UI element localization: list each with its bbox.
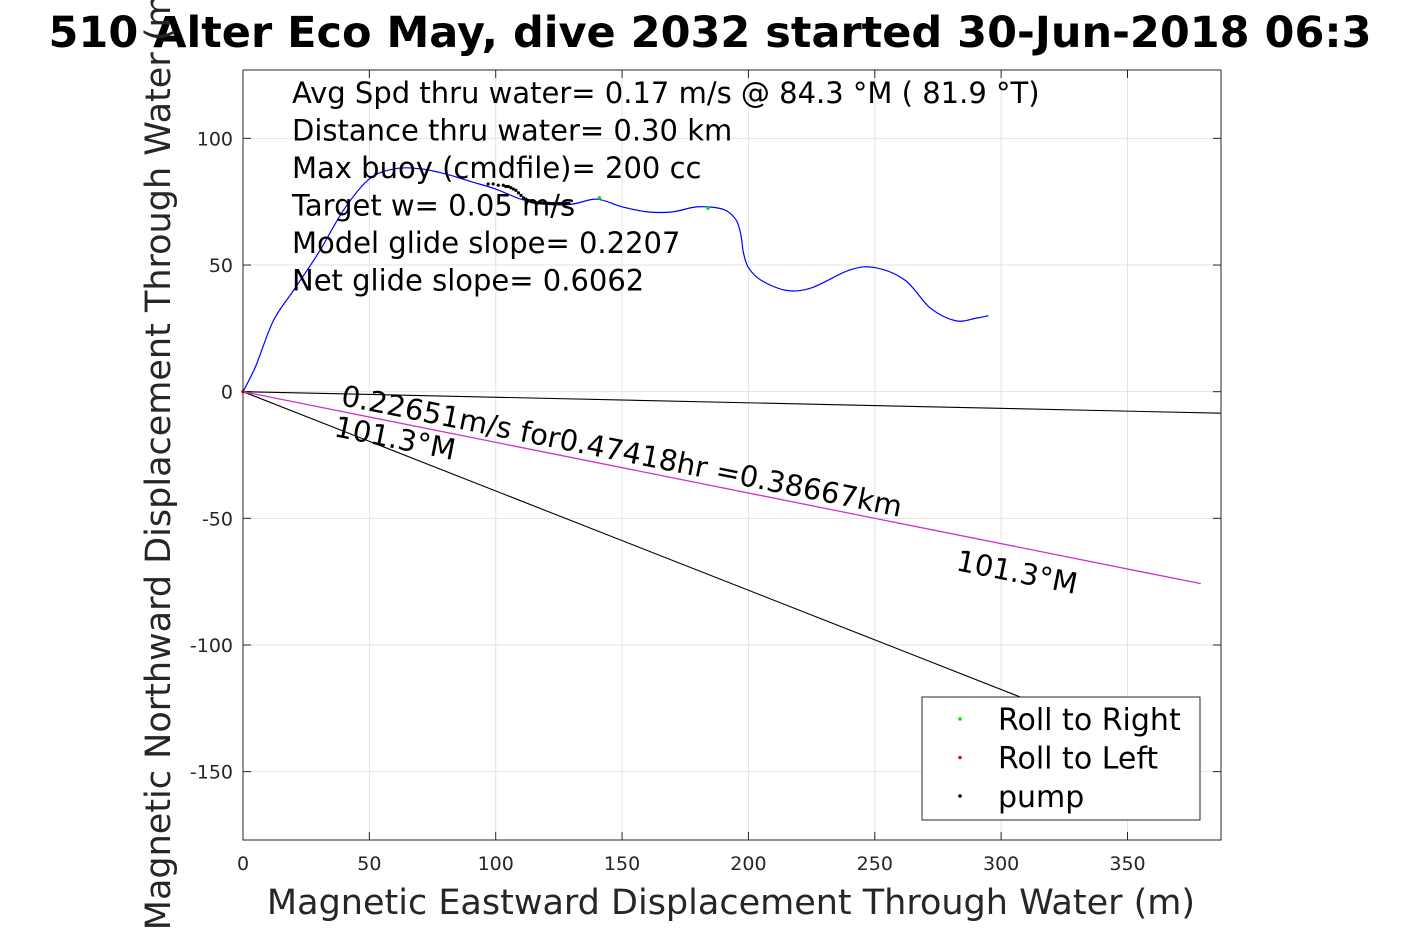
x-tick-label: 100 (478, 853, 514, 875)
pump-marker (537, 201, 541, 205)
y-tick-label: -150 (190, 762, 233, 784)
pump-marker (532, 200, 536, 204)
pump-marker (542, 201, 546, 205)
legend-label: Roll to Right (998, 703, 1181, 738)
pump-marker (509, 186, 513, 190)
marker-group (241, 182, 710, 394)
current-lines (242, 391, 1222, 700)
pump-marker (519, 193, 523, 197)
chart-title: 510 Alter Eco May, dive 2032 started 30-… (48, 8, 1371, 58)
pump-marker (514, 188, 518, 192)
stats-line: Max buoy (cmdfile)= 200 cc (292, 151, 701, 185)
x-tick-label: 350 (1109, 853, 1145, 875)
pump-marker (506, 184, 510, 189)
pump-marker (516, 191, 521, 195)
pump-marker (564, 201, 569, 205)
pump-marker (567, 201, 571, 205)
pump-marker (547, 201, 551, 205)
stats-text: Avg Spd thru water= 0.17 m/s @ 84.3 °M (… (291, 76, 1040, 298)
pump-marker (544, 201, 548, 205)
pump-marker (549, 201, 553, 206)
y-axis-ticks: 100 50 0 -50 -100 -150 (190, 128, 1221, 784)
stats-line: Net glide slope= 0.6062 (292, 264, 644, 298)
legend-label: Roll to Left (998, 742, 1158, 777)
reference-line (242, 391, 1222, 414)
pump-marker (529, 200, 533, 204)
stats-line: Avg Spd thru water= 0.17 m/s @ 84.3 °M (… (292, 76, 1040, 110)
x-tick-label: 250 (857, 853, 893, 875)
glider-track-line (242, 167, 989, 392)
x-tick-label: 200 (730, 853, 766, 875)
y-tick-label: 0 (221, 382, 233, 404)
pump-marker (486, 182, 490, 186)
stats-line: Target w= 0.05 m/s (291, 189, 575, 223)
pump-marker (559, 201, 564, 206)
pump-marker (524, 197, 528, 201)
pump-marker (562, 201, 566, 206)
legend-label: pump (998, 780, 1084, 815)
legend-marker (958, 717, 962, 721)
pump-marker (526, 198, 531, 203)
roll-to-right-marker (597, 196, 602, 200)
roll-to-right-marker (706, 206, 710, 210)
x-tick-label: 300 (983, 853, 1019, 875)
stats-line: Model glide slope= 0.2207 (292, 226, 680, 260)
pump-marker (501, 183, 505, 187)
y-tick-label: -50 (202, 508, 233, 530)
pump-marker (534, 201, 538, 205)
legend-marker (958, 794, 962, 798)
legend-marker (958, 755, 962, 760)
y-tick-label: 50 (209, 255, 233, 277)
x-axis-label: Magnetic Eastward Displacement Through W… (267, 883, 1195, 923)
legend-box (921, 696, 1201, 821)
pump-marker (552, 201, 556, 206)
stats-line: Distance thru water= 0.30 km (292, 114, 732, 148)
pump-marker (496, 183, 500, 187)
plot-frame (242, 69, 1222, 841)
track-group (242, 167, 989, 392)
pump-marker (491, 182, 495, 186)
x-tick-label: 0 (237, 853, 249, 875)
y-tick-label: -100 (190, 635, 233, 657)
x-tick-label: 50 (357, 853, 381, 875)
pump-marker (557, 201, 561, 206)
pump-marker (554, 201, 558, 206)
grid-lines (242, 70, 1221, 840)
pump-marker (539, 201, 543, 205)
y-tick-label: 100 (197, 128, 233, 150)
pump-marker (521, 196, 526, 200)
reference-line (242, 391, 1027, 700)
x-axis-ticks: 0 50 100 150 200 250 300 350 (237, 70, 1146, 875)
pump-marker (511, 187, 516, 191)
pump-marker (504, 184, 508, 189)
net-current-line (242, 391, 1201, 585)
x-tick-label: 150 (604, 853, 640, 875)
y-axis-label: Magnetic Northward Displacement Through … (139, 0, 179, 930)
